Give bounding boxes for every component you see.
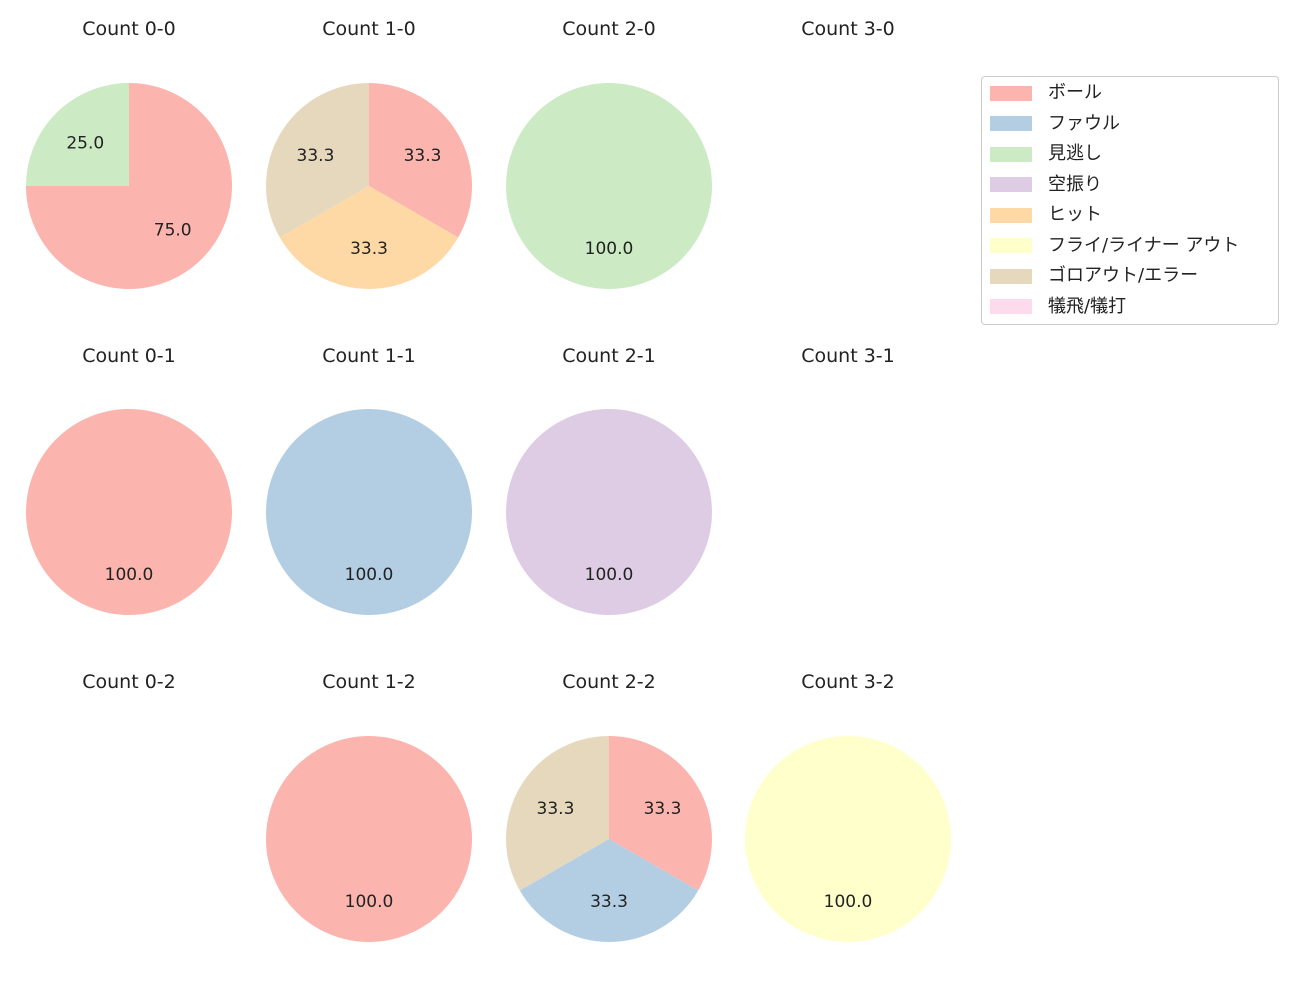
pie-count-3-1: Count 3-1: [801, 345, 895, 367]
slice-value-label: 33.3: [537, 799, 575, 819]
legend-swatch: [990, 146, 1032, 162]
pie-title: Count 1-0: [322, 18, 416, 40]
pie-slice: [266, 409, 472, 615]
legend-label: 見逃し: [1048, 143, 1102, 164]
pie-title: Count 1-1: [322, 345, 416, 367]
pie-count-3-2: Count 3-2 100.0: [745, 671, 951, 942]
legend-swatch: [990, 177, 1032, 192]
pie-title: Count 3-0: [801, 18, 895, 40]
legend-swatch: [990, 116, 1032, 131]
pie-slice: [369, 83, 472, 238]
legend-label: フライ/ライナー アウト: [1048, 234, 1240, 256]
legend-item: 見逃し: [990, 142, 1102, 166]
legend-item: ファウル: [990, 112, 1120, 136]
pie-slice: [745, 736, 951, 942]
pie-title: Count 2-0: [562, 18, 656, 40]
pie-slice: [506, 409, 712, 615]
pie-count-0-2: Count 0-2: [82, 671, 176, 693]
pie-slice: [519, 839, 699, 942]
legend-label: ファウル: [1048, 112, 1120, 134]
legend-item: フライ/ライナー アウト: [990, 234, 1239, 258]
legend-swatch: [990, 85, 1032, 101]
legend-item: ゴロアウト/エラー: [990, 264, 1198, 288]
pie-slice: [506, 83, 712, 289]
pie-count-1-0: Count 1-0 33.3 33.3 33.3: [266, 18, 472, 289]
pie-title: Count 1-2: [322, 671, 416, 693]
legend-swatch: [990, 268, 1032, 284]
slice-value-label: 100.0: [345, 565, 394, 585]
legend-swatch: [990, 207, 1032, 223]
slice-value-label: 33.3: [590, 892, 628, 912]
legend-swatch: [990, 238, 1032, 253]
pie-title: Count 0-2: [82, 671, 176, 693]
pie-title: Count 2-1: [562, 345, 656, 367]
legend-swatch: [990, 299, 1032, 314]
pie-count-0-1: Count 0-1 100.0: [26, 345, 232, 615]
pie-count-0-0: Count 0-0 75.0 25.0: [26, 18, 232, 289]
legend-label: ゴロアウト/エラー: [1048, 265, 1199, 286]
pie-count-1-2: Count 1-2 100.0: [266, 671, 472, 942]
slice-value-label: 100.0: [585, 565, 634, 585]
pie-count-2-0: Count 2-0 100.0: [506, 18, 712, 289]
pie-title: Count 3-1: [801, 345, 895, 367]
pie-title: Count 0-1: [82, 345, 176, 367]
legend-item: 空振り: [990, 173, 1102, 197]
legend-label: 犠飛/犠打: [1048, 295, 1127, 317]
legend-label: 空振り: [1048, 173, 1102, 195]
pie-title: Count 0-0: [82, 18, 176, 40]
pie-slice: [266, 83, 369, 238]
pie-slice: [609, 736, 712, 891]
slice-value-label: 100.0: [824, 892, 873, 912]
legend-item: 犠飛/犠打: [990, 295, 1126, 319]
pie-count-1-1: Count 1-1 100.0: [266, 345, 472, 615]
slice-value-label: 33.3: [350, 239, 388, 259]
legend-label: ボール: [1048, 82, 1102, 103]
slice-value-label: 100.0: [585, 239, 634, 259]
pie-title: Count 3-2: [801, 671, 895, 693]
pie-count-2-2: Count 2-2 33.3 33.3 33.3: [506, 671, 712, 942]
pie-title: Count 2-2: [562, 671, 656, 693]
slice-value-label: 75.0: [154, 221, 192, 241]
pie-slice: [26, 83, 129, 186]
slice-value-label: 33.3: [297, 146, 335, 166]
slice-value-label: 100.0: [345, 892, 394, 912]
legend-label: ヒット: [1048, 204, 1102, 225]
legend-item: ヒット: [990, 203, 1102, 227]
pie-slice: [266, 736, 472, 942]
slice-value-label: 33.3: [404, 146, 442, 166]
slice-value-label: 100.0: [105, 565, 154, 585]
pie-count-3-0: Count 3-0: [801, 18, 895, 40]
legend: ボールファウル見逃し空振りヒットフライ/ライナー アウト ゴロアウト/エラー 犠飛/…: [981, 76, 1279, 325]
legend-item: ボール: [990, 81, 1102, 105]
pie-slice: [506, 736, 609, 891]
slice-value-label: 25.0: [66, 133, 104, 153]
pie-slice: [26, 409, 232, 615]
pie-count-2-1: Count 2-1 100.0: [506, 345, 712, 615]
slice-value-label: 33.3: [644, 799, 682, 819]
